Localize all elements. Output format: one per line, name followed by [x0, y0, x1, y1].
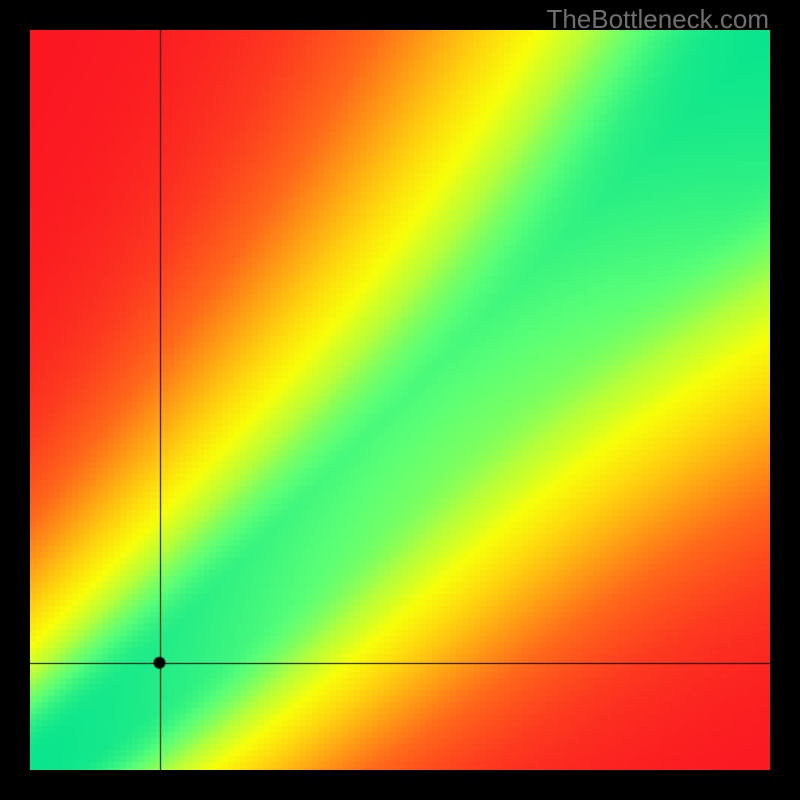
bottleneck-heatmap [30, 30, 770, 770]
watermark-text: TheBottleneck.com [546, 4, 769, 35]
